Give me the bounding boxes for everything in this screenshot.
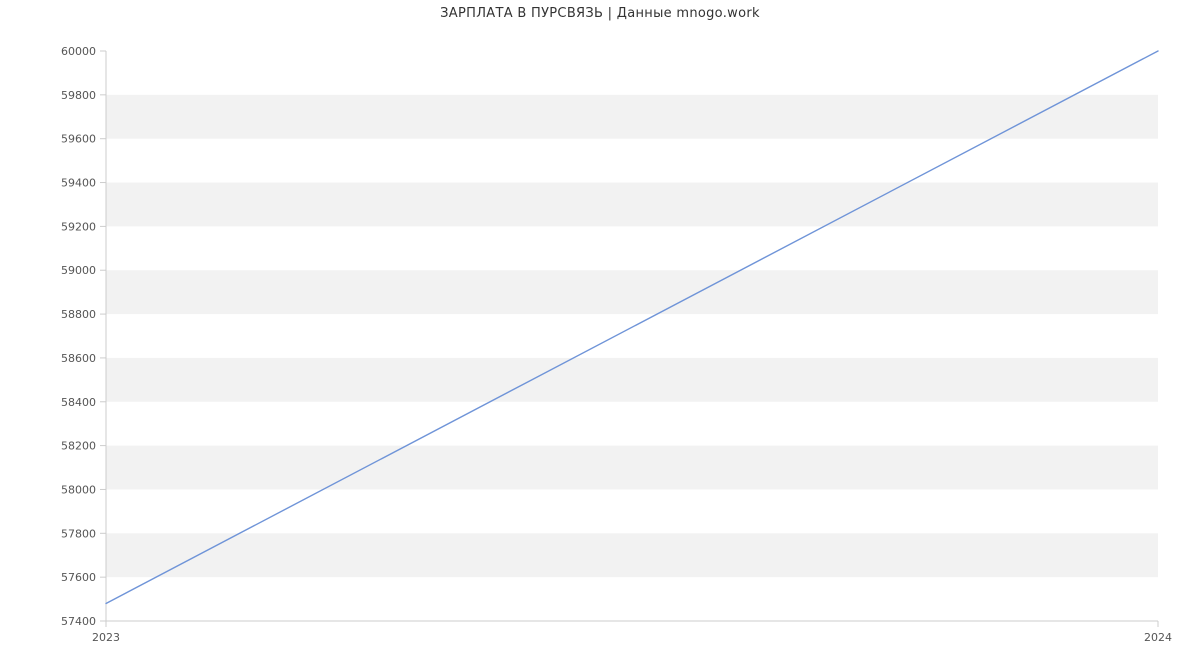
- y-tick-label: 60000: [61, 45, 96, 58]
- y-tick-label: 58800: [61, 308, 96, 321]
- y-tick-label: 57800: [61, 527, 96, 540]
- chart-container: 57400 57600 57800 58000 58200 58400 58600 58800…: [0, 21, 1200, 651]
- y-tick-label: 59400: [61, 177, 96, 190]
- y-tick-label: 59600: [61, 133, 96, 146]
- y-tick-label: 59200: [61, 220, 96, 233]
- y-tick-label: 58600: [61, 352, 96, 365]
- grid-band: [106, 533, 1158, 577]
- x-tick-label: 2023: [92, 631, 120, 641]
- y-tick-label: 58400: [61, 396, 96, 409]
- grid-band: [106, 358, 1158, 402]
- y-tick-label: 59000: [61, 264, 96, 277]
- chart-title: ЗАРПЛАТА В ПУРСВЯЗЬ | Данные mnogo.work: [0, 0, 1200, 21]
- line-chart-svg: 57400 57600 57800 58000 58200 58400 58600 58800…: [0, 21, 1200, 641]
- grid-band: [106, 270, 1158, 314]
- grid-band: [106, 95, 1158, 139]
- grid-band: [106, 446, 1158, 490]
- x-tick-label: 2024: [1144, 631, 1172, 641]
- y-tick-label: 59800: [61, 89, 96, 102]
- y-tick-label: 57400: [61, 615, 96, 628]
- grid-band: [106, 183, 1158, 227]
- y-tick-label: 58000: [61, 483, 96, 496]
- y-tick-label: 57600: [61, 571, 96, 584]
- y-tick-label: 58200: [61, 440, 96, 453]
